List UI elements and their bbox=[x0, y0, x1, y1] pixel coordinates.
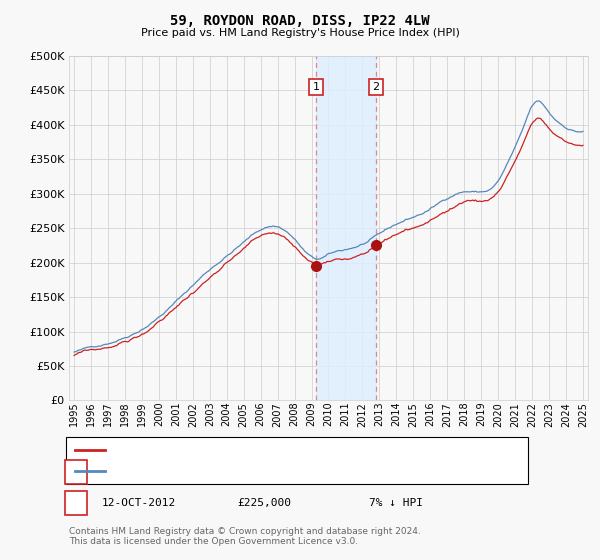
Text: 59, ROYDON ROAD, DISS, IP22 4LW: 59, ROYDON ROAD, DISS, IP22 4LW bbox=[170, 14, 430, 28]
Text: 1: 1 bbox=[73, 465, 80, 479]
Text: 09-APR-2009: 09-APR-2009 bbox=[102, 467, 176, 477]
Text: Price paid vs. HM Land Registry's House Price Index (HPI): Price paid vs. HM Land Registry's House … bbox=[140, 28, 460, 38]
Text: 1: 1 bbox=[313, 82, 320, 92]
Text: £225,000: £225,000 bbox=[237, 498, 291, 508]
Text: 2: 2 bbox=[73, 496, 80, 510]
Text: 2: 2 bbox=[372, 82, 379, 92]
Text: £195,000: £195,000 bbox=[237, 467, 291, 477]
Text: 12-OCT-2012: 12-OCT-2012 bbox=[102, 498, 176, 508]
Text: 6% ↓ HPI: 6% ↓ HPI bbox=[369, 467, 423, 477]
Bar bbox=[316, 56, 376, 400]
Text: 7% ↓ HPI: 7% ↓ HPI bbox=[369, 498, 423, 508]
Text: Contains HM Land Registry data © Crown copyright and database right 2024.
This d: Contains HM Land Registry data © Crown c… bbox=[69, 526, 421, 546]
Text: 59, ROYDON ROAD, DISS, IP22 4LW (detached house): 59, ROYDON ROAD, DISS, IP22 4LW (detache… bbox=[111, 445, 389, 455]
Text: HPI: Average price, detached house, South Norfolk: HPI: Average price, detached house, Sout… bbox=[111, 466, 375, 476]
